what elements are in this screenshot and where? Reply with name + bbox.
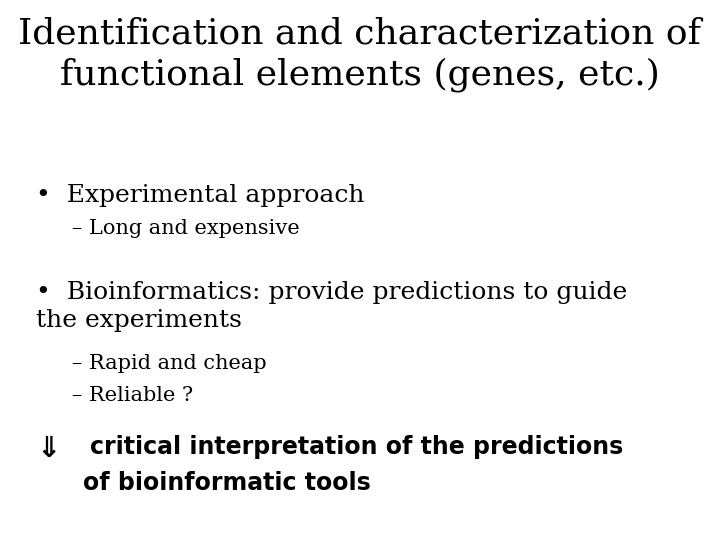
- Text: – Long and expensive: – Long and expensive: [72, 219, 300, 238]
- Text: – Reliable ?: – Reliable ?: [72, 386, 193, 405]
- Text: Identification and characterization of
functional elements (genes, etc.): Identification and characterization of f…: [19, 16, 701, 91]
- Text: – Rapid and cheap: – Rapid and cheap: [72, 354, 266, 373]
- Text: of bioinformatic tools: of bioinformatic tools: [83, 471, 371, 495]
- Text: •  Bioinformatics: provide predictions to guide
the experiments: • Bioinformatics: provide predictions to…: [36, 281, 627, 332]
- Text: critical interpretation of the predictions: critical interpretation of the predictio…: [90, 435, 624, 458]
- Text: ⇓: ⇓: [36, 435, 60, 463]
- Text: •  Experimental approach: • Experimental approach: [36, 184, 364, 207]
